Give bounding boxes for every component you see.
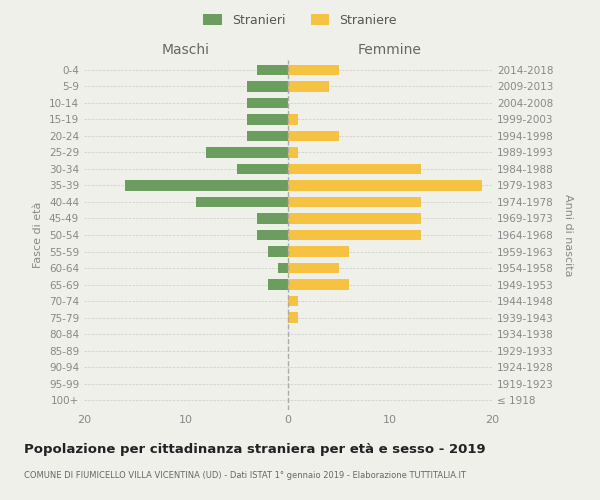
Bar (288, 230, 421, 240)
Bar (237, 164, 288, 174)
Bar (288, 114, 298, 125)
Bar (247, 81, 288, 92)
Bar (288, 81, 329, 92)
Bar (288, 147, 298, 158)
Bar (288, 213, 421, 224)
Bar (125, 180, 288, 191)
Bar (288, 130, 339, 141)
Text: Femmine: Femmine (358, 42, 422, 56)
Bar (288, 279, 349, 290)
Bar (288, 180, 482, 191)
Bar (288, 196, 421, 207)
Text: COMUNE DI FIUMICELLO VILLA VICENTINA (UD) - Dati ISTAT 1° gennaio 2019 - Elabora: COMUNE DI FIUMICELLO VILLA VICENTINA (UD… (24, 471, 466, 480)
Bar (257, 64, 288, 76)
Bar (288, 164, 421, 174)
Bar (247, 98, 288, 108)
Bar (278, 262, 288, 274)
Bar (257, 230, 288, 240)
Text: Maschi: Maschi (162, 42, 210, 56)
Bar (288, 312, 298, 323)
Y-axis label: Anni di nascita: Anni di nascita (563, 194, 573, 276)
Bar (288, 246, 349, 257)
Text: Popolazione per cittadinanza straniera per età e sesso - 2019: Popolazione per cittadinanza straniera p… (24, 442, 485, 456)
Bar (288, 64, 339, 76)
Bar (268, 279, 288, 290)
Bar (247, 130, 288, 141)
Bar (288, 262, 339, 274)
Y-axis label: Fasce di età: Fasce di età (34, 202, 43, 268)
Bar (257, 213, 288, 224)
Legend: Stranieri, Straniere: Stranieri, Straniere (198, 8, 402, 32)
Bar (268, 246, 288, 257)
Bar (247, 114, 288, 125)
Bar (206, 147, 288, 158)
Bar (288, 296, 298, 306)
Bar (196, 196, 288, 207)
